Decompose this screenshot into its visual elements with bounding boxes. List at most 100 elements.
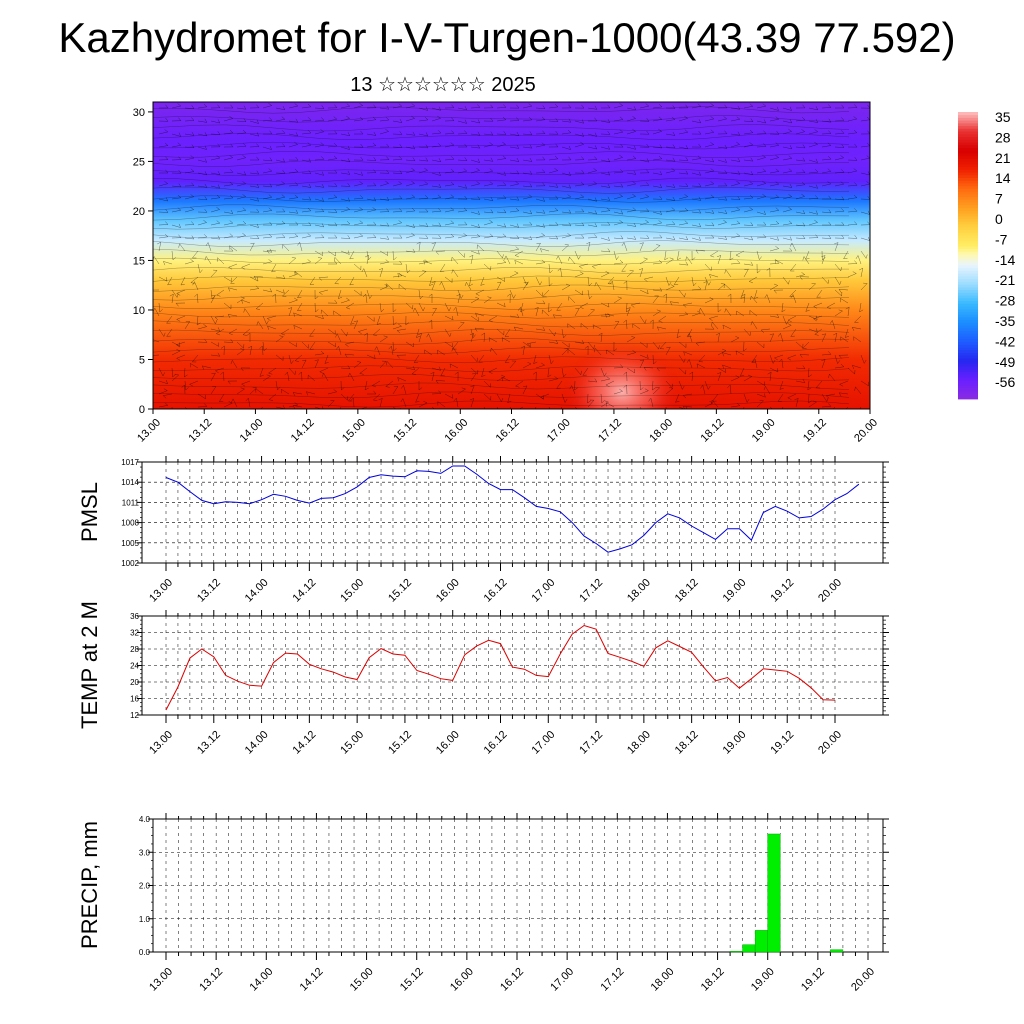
wind-barb-flag [243,118,247,122]
wind-barb-flag [711,400,713,405]
colorbar-band [958,297,978,301]
wind-barb [457,322,465,330]
wind-barb [795,196,805,200]
wind-barb [444,196,454,200]
wind-barb [665,276,670,286]
heatmap-overlays [153,103,870,409]
wind-barb [639,185,650,187]
colorbar-band [958,377,978,381]
wind-barb-flag [282,106,286,110]
wind-barb [574,380,576,391]
x-tick-label: 15.00 [338,729,366,757]
wind-barb [522,211,532,215]
wind-barb-flag [489,233,494,237]
wind-barb [600,333,603,343]
wind-barb-flag [540,248,543,253]
wind-barb [522,133,533,136]
wind-barb [782,120,792,124]
wind-barb-flag [294,370,296,375]
wind-barb-flag [633,170,637,175]
wind-barb [574,133,584,137]
wind-barb [184,171,194,174]
colorbar-band [958,371,978,375]
wind-barb [782,131,792,135]
wind-barb [587,183,597,187]
wind-barb [216,289,225,296]
wind-barb-flag [295,156,299,161]
wind-barb-flag [362,293,366,298]
wind-barb [548,406,551,409]
wind-barb-flag [383,335,388,338]
wind-barb-flag [507,400,512,403]
wind-barb [704,263,712,271]
wind-barb-flag [501,377,504,382]
wind-barb [470,146,480,149]
wind-barb-flag [203,220,207,223]
wind-barb [301,235,311,239]
y-tick-label: 1005 [121,539,139,548]
wind-barb [860,198,870,200]
wind-barb [522,346,525,356]
wind-barb [834,157,844,161]
wind-barb [665,198,675,201]
wind-barb [626,146,636,150]
wind-barb-flag [216,207,220,210]
wind-barb [626,107,636,111]
y-tick-label: 15 [133,255,145,267]
colorbar-band [958,204,978,209]
wind-barb-flag [736,207,740,211]
colorbar-band [958,125,978,129]
wind-barb-flag [178,243,180,248]
wind-barb [665,185,675,188]
wind-barb-flag [717,309,722,313]
wind-barb [349,276,355,286]
wind-barb-flag [307,233,311,237]
wind-barb-flag [555,235,559,240]
wind-barb-flag [477,144,481,149]
wind-barb-flag [214,317,219,321]
wind-barb [301,261,311,265]
wind-barb-flag [358,331,362,335]
wind-barb-flag [320,129,324,132]
wind-barb-flag [386,222,390,227]
y-tick-label: 12 [130,711,139,720]
wind-barb-flag [369,295,373,299]
wind-barb [600,120,610,123]
wind-barb-flag [554,207,559,211]
wind-barb [206,256,212,265]
wind-barb [754,359,758,369]
colorbar-band [958,388,978,392]
wind-barb [847,118,857,122]
wind-barb [787,393,797,399]
wind-barb [338,346,342,356]
wind-barb-flag [779,387,784,390]
wind-barb [574,184,584,187]
wind-barb [691,106,701,109]
wind-barb [859,302,862,312]
wind-barb-flag [516,117,520,121]
wind-barb [600,272,610,278]
wind-barb-flag [204,339,208,343]
wind-barb-flag [574,387,578,391]
wind-barb [821,158,832,161]
wind-barb-flag [196,322,201,326]
wind-barb [769,183,779,187]
wind-barb-flag [542,209,546,214]
wind-barb [639,341,648,348]
wind-barb-flag [658,345,660,350]
x-tick-label: 14.00 [243,577,271,605]
wind-barb [730,172,740,175]
wind-barb-flag [501,398,504,402]
wind-barb [275,223,285,226]
wind-barb [340,172,350,175]
wind-barb-flag [190,194,194,197]
wind-barb [665,209,675,213]
wind-barb-flag [737,260,741,264]
wind-barb-flag [827,168,831,172]
wind-barb [353,397,355,408]
wind-barb [405,224,415,228]
wind-barb-flag [838,355,842,359]
wind-barb-flag [801,193,805,197]
